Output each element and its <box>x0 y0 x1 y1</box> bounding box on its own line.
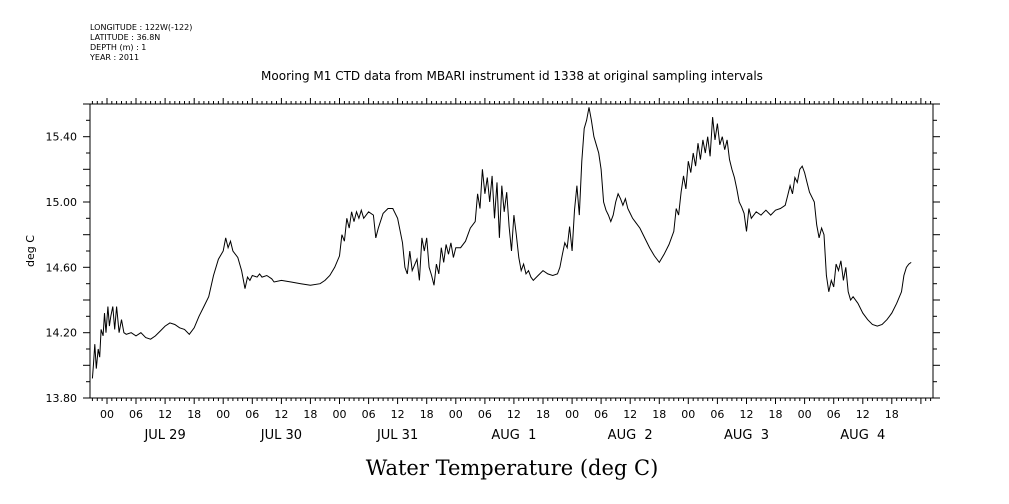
y-tick-label: 14.60 <box>46 261 78 274</box>
x-hour-label: 06 <box>362 408 376 421</box>
x-hour-label: 18 <box>885 408 899 421</box>
x-day-label: AUG 4 <box>840 428 885 443</box>
x-hour-label: 06 <box>827 408 841 421</box>
x-hour-label: 06 <box>245 408 259 421</box>
x-hour-label: 06 <box>129 408 143 421</box>
temperature-series-line <box>91 107 912 379</box>
x-hour-label: 12 <box>391 408 405 421</box>
x-day-label: JUL 29 <box>143 428 185 443</box>
x-hour-label: 06 <box>594 408 608 421</box>
x-hour-label: 00 <box>798 408 812 421</box>
meta-depth: DEPTH (m) : 1 <box>90 43 146 52</box>
x-hour-label: 00 <box>100 408 114 421</box>
x-hour-label: 00 <box>333 408 347 421</box>
x-day-labels: JUL 29 JUL 30 JUL 31 AUG 1 AUG 2 AUG 3 AUG 4 <box>143 428 885 443</box>
chart-title: Mooring M1 CTD data from MBARI instrumen… <box>261 69 763 83</box>
x-hour-label: 06 <box>710 408 724 421</box>
y-tick-label: 15.00 <box>46 196 78 209</box>
x-hour-label: 12 <box>274 408 288 421</box>
metadata-block: LONGITUDE : 122W(-122) LATITUDE : 36.8N … <box>89 23 192 62</box>
x-hour-label: 18 <box>303 408 317 421</box>
y-tick-labels: 13.80 14.20 14.60 15.00 15.40 <box>46 131 78 405</box>
x-hour-label: 18 <box>536 408 550 421</box>
x-hour-label: 12 <box>158 408 172 421</box>
y-tick-label: 15.40 <box>46 131 78 144</box>
meta-longitude: LONGITUDE : 122W(-122) <box>90 23 192 32</box>
x-hour-label: 12 <box>740 408 754 421</box>
x-hour-label: 18 <box>769 408 783 421</box>
x-hour-label: 00 <box>216 408 230 421</box>
x-hour-label: 18 <box>652 408 666 421</box>
x-day-label: JUL 30 <box>260 428 302 443</box>
x-hour-labels: 00 06 12 18 00 06 12 18 00 06 12 18 00 06 12 18 00 06 12 18… <box>100 408 899 421</box>
x-hour-label: 00 <box>449 408 463 421</box>
x-hour-label: 12 <box>507 408 521 421</box>
x-hour-label: 00 <box>681 408 695 421</box>
x-day-label: JUL 31 <box>376 428 418 443</box>
axis-ticks <box>83 98 940 404</box>
x-day-label: AUG 2 <box>608 428 653 443</box>
x-hour-label: 18 <box>187 408 201 421</box>
meta-year: YEAR : 2011 <box>89 53 139 62</box>
x-axis-label: Water Temperature (deg C) <box>366 456 659 480</box>
x-day-label: AUG 1 <box>491 428 536 443</box>
y-tick-label: 14.20 <box>46 327 78 340</box>
x-hour-label: 06 <box>478 408 492 421</box>
x-hour-label: 12 <box>856 408 870 421</box>
x-hour-label: 00 <box>565 408 579 421</box>
x-hour-label: 12 <box>623 408 637 421</box>
x-day-label: AUG 3 <box>724 428 769 443</box>
y-tick-label: 13.80 <box>46 392 78 405</box>
meta-latitude: LATITUDE : 36.8N <box>90 33 160 42</box>
y-axis-label: deg C <box>24 235 37 267</box>
x-hour-label: 18 <box>420 408 434 421</box>
